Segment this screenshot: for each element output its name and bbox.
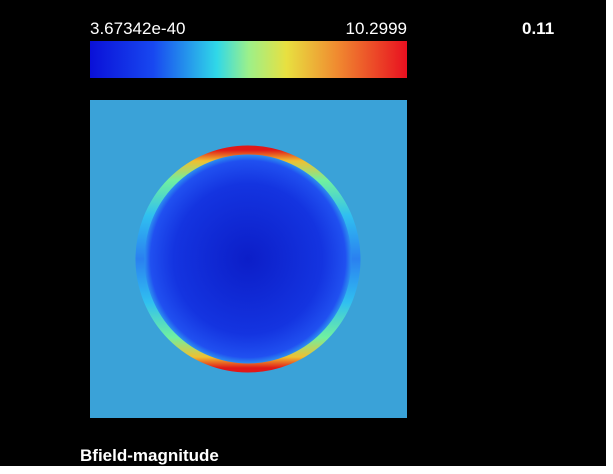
field-ring — [135, 145, 361, 373]
time-label: 0.11 — [522, 19, 554, 38]
colorbar-min-label: 3.67342e-40 — [90, 19, 185, 38]
field-label: Bfield-magnitude — [80, 446, 219, 465]
colorbar — [90, 41, 407, 78]
colorbar-max-label: 10.2999 — [346, 19, 407, 38]
field-core — [142, 152, 354, 366]
